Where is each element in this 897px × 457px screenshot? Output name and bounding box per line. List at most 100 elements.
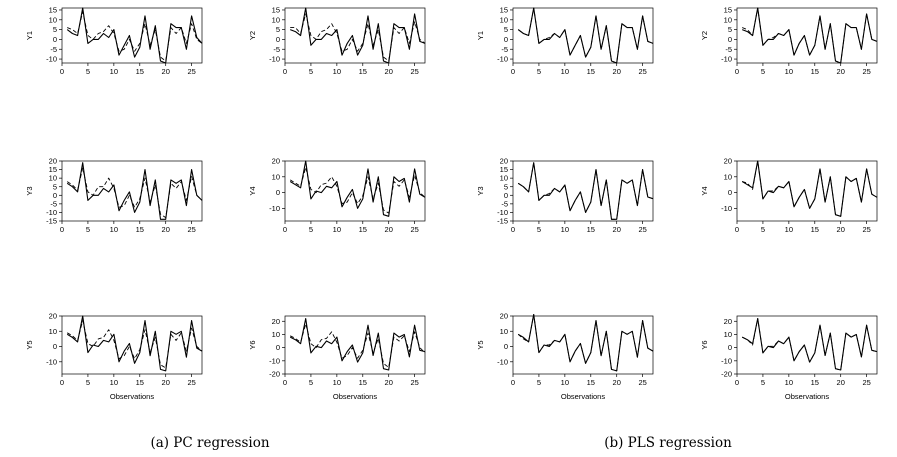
- y-tick-label: 5: [728, 25, 732, 34]
- x-axis-label: Observations: [561, 392, 605, 401]
- x-tick-label: 25: [410, 67, 418, 76]
- x-tick-label: 10: [110, 378, 118, 387]
- x-tick-label: 25: [410, 378, 418, 387]
- y-tick-label: -5: [501, 199, 508, 208]
- panel-pls-y4: 0 5 10 15 20 25 -10 0 10 20 Y4: [700, 157, 878, 234]
- x-tick-label: 15: [359, 378, 367, 387]
- x-tick-label: 10: [561, 225, 569, 234]
- x-axis-label: Observations: [110, 392, 154, 401]
- y-tick-label: 10: [272, 172, 280, 181]
- y-tick-label: 0: [276, 188, 280, 197]
- y-axis-label: Y4: [248, 186, 257, 195]
- plot-frame: [284, 160, 426, 222]
- series-line-dashed: [290, 13, 426, 62]
- x-tick-label: 20: [385, 378, 393, 387]
- y-tick-label: 20: [500, 157, 508, 166]
- y-axis-label: Y1: [25, 31, 34, 40]
- series-line-solid: [66, 162, 203, 220]
- plot-frame: [736, 315, 878, 375]
- plot-frame: [512, 160, 654, 222]
- series-line-dashed: [66, 320, 203, 369]
- x-tick-label: 5: [86, 67, 90, 76]
- x-tick-label: 20: [837, 378, 845, 387]
- y-tick-label: -5: [50, 45, 57, 54]
- y-tick-label: 15: [500, 6, 508, 15]
- y-axis-label: Y1: [476, 31, 485, 40]
- y-tick-label: 0: [276, 35, 280, 44]
- x-tick-label: 10: [785, 225, 793, 234]
- x-axis-label: Observations: [785, 392, 829, 401]
- y-tick-label: -15: [46, 217, 57, 226]
- y-tick-label: 10: [500, 15, 508, 24]
- y-tick-label: 0: [53, 191, 57, 200]
- x-tick-label: 0: [735, 67, 739, 76]
- x-tick-label: 0: [60, 67, 64, 76]
- x-tick-label: 5: [537, 67, 541, 76]
- x-tick-label: 10: [333, 67, 341, 76]
- x-tick-label: 10: [561, 67, 569, 76]
- y-tick-label: -10: [269, 204, 280, 213]
- series-line-dashed: [742, 7, 878, 64]
- x-tick-label: 20: [385, 67, 393, 76]
- series-line-solid: [66, 315, 203, 372]
- plot-frame: [512, 315, 654, 375]
- y-tick-label: -10: [497, 55, 508, 64]
- y-tick-label: 15: [49, 165, 57, 174]
- x-tick-label: 0: [283, 378, 287, 387]
- y-tick-label: 5: [504, 182, 508, 191]
- x-tick-label: 10: [561, 378, 569, 387]
- y-tick-label: 15: [272, 6, 280, 15]
- x-tick-label: 25: [187, 378, 195, 387]
- x-tick-label: 0: [511, 67, 515, 76]
- y-tick-label: -10: [46, 357, 57, 366]
- y-axis-label: Y3: [476, 186, 485, 195]
- y-axis-label: Y5: [25, 340, 34, 349]
- x-tick-label: 25: [638, 67, 646, 76]
- x-tick-label: 25: [862, 378, 870, 387]
- y-tick-label: -10: [269, 356, 280, 365]
- x-tick-label: 25: [862, 225, 870, 234]
- y-axis-label: Y2: [700, 31, 709, 40]
- y-tick-label: 10: [49, 174, 57, 183]
- x-tick-label: 5: [309, 225, 313, 234]
- x-tick-label: 15: [359, 225, 367, 234]
- x-tick-label: 20: [613, 225, 621, 234]
- x-tick-label: 5: [537, 378, 541, 387]
- series-line-dashed: [289, 323, 426, 368]
- x-tick-label: 10: [785, 67, 793, 76]
- x-tick-label: 15: [811, 67, 819, 76]
- plot-frame: [61, 315, 203, 375]
- y-tick-label: -10: [721, 55, 732, 64]
- plot-frame: [512, 7, 654, 64]
- x-tick-label: 25: [638, 378, 646, 387]
- y-tick-label: 15: [49, 6, 57, 15]
- x-tick-label: 5: [761, 225, 765, 234]
- y-tick-label: 20: [500, 312, 508, 321]
- x-tick-label: 5: [86, 225, 90, 234]
- series-line-dashed: [67, 11, 203, 62]
- series-line-solid: [517, 7, 654, 64]
- y-tick-label: -10: [46, 208, 57, 217]
- series-line-solid: [742, 7, 878, 64]
- x-tick-label: 15: [136, 225, 144, 234]
- y-tick-label: -10: [497, 208, 508, 217]
- panel-pc-y5: 0 5 10 15 20 25 -10 0 10 20 Y5 Observations: [25, 312, 203, 401]
- y-tick-label: 10: [500, 327, 508, 336]
- x-tick-label: 20: [837, 67, 845, 76]
- y-tick-label: 10: [724, 172, 732, 181]
- y-tick-label: -5: [501, 45, 508, 54]
- x-tick-label: 15: [587, 378, 595, 387]
- x-tick-label: 25: [638, 225, 646, 234]
- x-tick-label: 15: [587, 225, 595, 234]
- y-tick-label: 0: [53, 342, 57, 351]
- x-tick-label: 5: [309, 67, 313, 76]
- x-tick-label: 0: [60, 225, 64, 234]
- x-tick-label: 20: [837, 225, 845, 234]
- y-tick-label: 0: [728, 35, 732, 44]
- series-line-dashed: [517, 162, 654, 220]
